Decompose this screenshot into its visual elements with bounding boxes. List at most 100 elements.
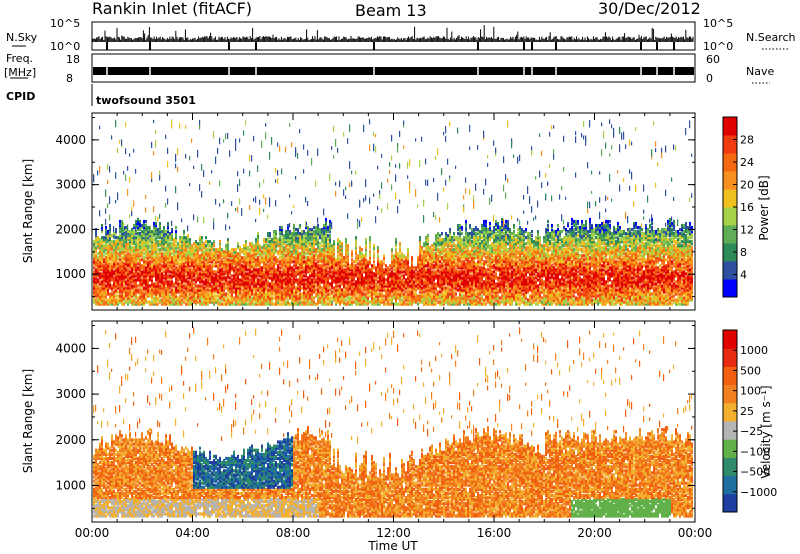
range-cell [157, 242, 159, 246]
range-cell [243, 266, 245, 270]
range-cell [205, 296, 207, 300]
range-cell [259, 260, 261, 264]
range-cell [111, 246, 113, 250]
range-cell [115, 276, 117, 280]
range-cell [205, 278, 207, 282]
range-cell [271, 270, 273, 274]
range-cell [159, 221, 161, 226]
range-cell [177, 286, 179, 290]
range-cell [101, 286, 103, 290]
range-cell [273, 236, 275, 240]
range-cell [347, 300, 349, 304]
range-cell [283, 238, 285, 242]
range-cell [247, 260, 249, 264]
range-cell [191, 288, 193, 292]
range-cell [201, 292, 203, 296]
range-cell [233, 258, 235, 262]
range-cell [337, 288, 339, 292]
range-cell [139, 294, 141, 298]
range-cell [107, 300, 109, 304]
range-cell [273, 278, 275, 282]
range-cell [171, 298, 173, 302]
range-cell [299, 274, 301, 278]
range-cell [149, 268, 151, 272]
range-cell [263, 208, 265, 212]
range-cell [153, 264, 155, 268]
range-cell [191, 282, 193, 286]
range-cell [291, 250, 293, 254]
range-cell [209, 294, 211, 298]
range-cell [125, 148, 127, 155]
range-cell [281, 234, 283, 238]
range-cell [225, 224, 227, 231]
range-cell [155, 268, 157, 272]
range-cell [193, 264, 195, 268]
range-cell [99, 266, 101, 270]
range-cell [145, 292, 147, 296]
range-cell [123, 244, 125, 248]
range-cell [125, 236, 127, 240]
range-cell [137, 225, 139, 230]
range-cell [129, 234, 131, 238]
range-cell [249, 274, 251, 278]
range-cell [189, 296, 191, 300]
range-cell [173, 270, 175, 274]
range-cell [105, 244, 107, 248]
range-cell [147, 236, 149, 240]
range-cell [251, 246, 253, 250]
range-cell [177, 288, 179, 292]
range-cell [211, 276, 213, 280]
range-cell [177, 300, 179, 304]
range-cell [287, 252, 289, 256]
range-cell [245, 294, 247, 298]
range-cell [293, 223, 295, 228]
range-cell [137, 284, 139, 288]
range-cell [219, 264, 221, 268]
range-cell [259, 282, 261, 286]
range-cell [271, 286, 273, 290]
range-cell [177, 276, 179, 280]
range-cell [229, 286, 231, 290]
range-cell [147, 262, 149, 266]
range-cell [151, 284, 153, 288]
range-cell [243, 284, 245, 288]
range-cell [185, 242, 187, 246]
range-cell [123, 270, 125, 274]
range-cell [159, 229, 161, 234]
range-cell [137, 266, 139, 270]
range-cell [107, 250, 109, 254]
range-cell [199, 258, 201, 262]
range-cell [315, 225, 317, 230]
range-cell [109, 232, 111, 236]
range-cell [183, 264, 185, 268]
range-cell [241, 282, 243, 286]
range-cell [175, 163, 177, 169]
range-cell [147, 274, 149, 278]
range-cell [165, 260, 167, 264]
range-cell [165, 250, 167, 254]
range-cell [273, 256, 275, 260]
range-cell [219, 248, 221, 252]
range-cell [193, 296, 195, 300]
range-cell [215, 264, 217, 268]
range-cell [215, 262, 217, 266]
range-cell [119, 258, 121, 262]
range-cell [277, 258, 279, 262]
range-cell [159, 223, 161, 228]
range-cell [101, 254, 103, 258]
range-cell [243, 260, 245, 264]
range-cell [127, 246, 129, 250]
range-cell [211, 296, 213, 300]
range-cell [287, 232, 289, 236]
range-cell [205, 244, 207, 248]
range-cell [193, 248, 195, 252]
range-cell [167, 264, 169, 268]
range-cell [293, 232, 295, 236]
range-cell [203, 300, 205, 304]
range-cell [329, 274, 331, 278]
range-cell [201, 284, 203, 288]
range-cell [213, 258, 215, 262]
range-cell [289, 270, 291, 274]
range-cell [171, 270, 173, 274]
range-cell [139, 260, 141, 264]
